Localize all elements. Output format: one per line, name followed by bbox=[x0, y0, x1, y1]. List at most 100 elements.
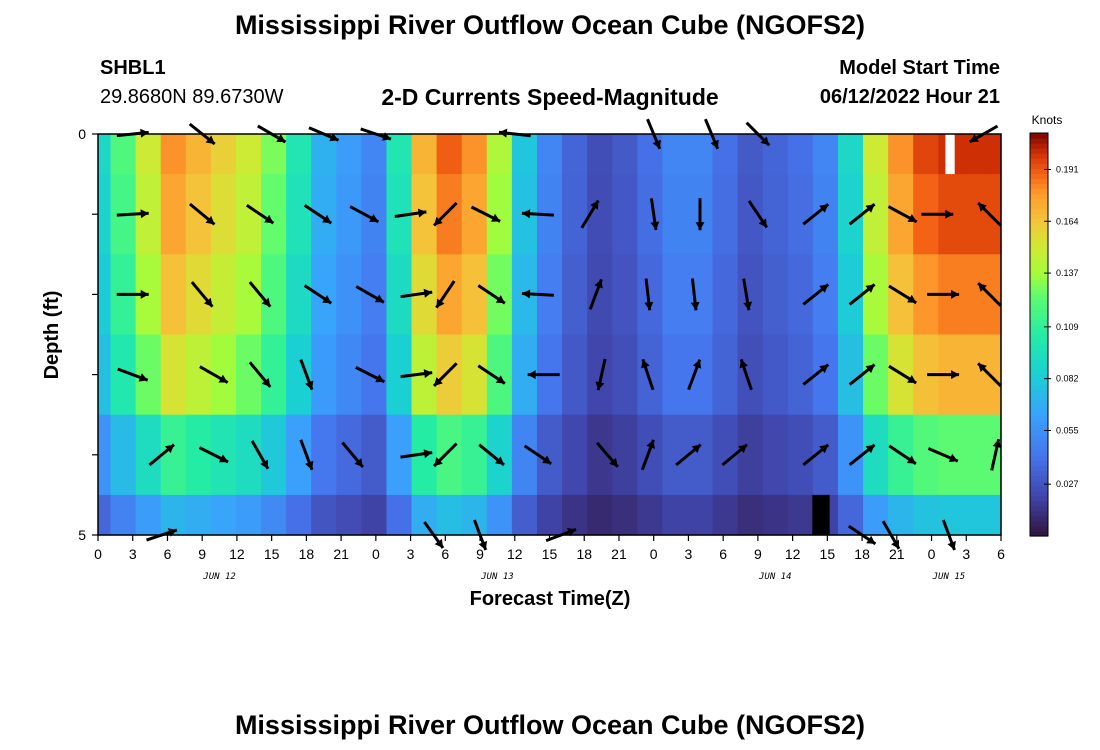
heatmap-cell bbox=[286, 494, 312, 536]
current-arrow bbox=[432, 362, 458, 387]
heatmap-cell bbox=[461, 334, 488, 416]
colorbar-swatch bbox=[1030, 218, 1048, 225]
x-tick-label: 15 bbox=[542, 546, 558, 562]
current-arrow bbox=[802, 203, 830, 226]
heatmap-cell bbox=[612, 174, 638, 255]
x-tick-label: 3 bbox=[962, 546, 970, 562]
x-tick-label: 15 bbox=[264, 546, 280, 562]
arrow-head bbox=[205, 215, 215, 225]
colorbar-swatch bbox=[1030, 314, 1048, 320]
x-tick-label: 9 bbox=[754, 546, 762, 562]
x-tick-label: 18 bbox=[299, 546, 315, 562]
arrow-head bbox=[527, 370, 536, 380]
heatmap-cell bbox=[286, 254, 312, 336]
heatmap-cell bbox=[988, 334, 1002, 416]
current-arrow bbox=[848, 203, 876, 226]
heatmap-cell bbox=[737, 334, 764, 416]
current-arrow bbox=[188, 202, 216, 226]
heatmap-cell bbox=[361, 414, 388, 496]
arrow-head bbox=[590, 200, 599, 210]
arrow-head bbox=[947, 540, 956, 550]
colorbar-swatch bbox=[1030, 379, 1048, 386]
heatmap-cell bbox=[235, 254, 262, 336]
heatmap-cell bbox=[712, 254, 739, 336]
colorbar-swatch bbox=[1030, 324, 1048, 331]
heatmap-cell bbox=[737, 134, 764, 175]
date-label: JUN 12 bbox=[202, 572, 236, 582]
colorbar-swatch bbox=[1030, 520, 1048, 527]
arrow-head bbox=[305, 380, 314, 390]
current-arrow bbox=[477, 284, 506, 305]
colorbar-swatch bbox=[1030, 304, 1048, 310]
arrow-head bbox=[164, 444, 174, 454]
current-arrow bbox=[687, 359, 702, 391]
x-tick-label: 9 bbox=[198, 546, 206, 562]
colorbar-swatch bbox=[1030, 394, 1048, 401]
colorbar-swatch bbox=[1030, 485, 1048, 492]
heatmap-cell bbox=[336, 134, 362, 175]
heatmap-cell bbox=[411, 134, 438, 175]
current-arrow bbox=[299, 439, 314, 471]
colorbar-tick-label: 0.164 bbox=[1056, 216, 1079, 226]
colorbar-swatch bbox=[1030, 329, 1048, 336]
arrow-head bbox=[945, 209, 954, 219]
arrow-head bbox=[650, 221, 660, 230]
heatmap-cell bbox=[787, 174, 814, 255]
colorbar-tick-label: 0.055 bbox=[1056, 425, 1079, 435]
heatmap-cell bbox=[837, 494, 864, 536]
arrow-head bbox=[738, 444, 747, 454]
arrow-head bbox=[907, 214, 917, 222]
model-start-label: Model Start Time bbox=[839, 57, 1000, 79]
heatmap-cell bbox=[913, 494, 939, 536]
arrow-head bbox=[374, 294, 384, 303]
colorbar-swatch bbox=[1030, 440, 1048, 446]
colorbar-swatch bbox=[1030, 369, 1048, 376]
arrow-head bbox=[276, 134, 286, 143]
current-arrow bbox=[887, 205, 918, 224]
arrow-head bbox=[423, 369, 433, 379]
heatmap-cell bbox=[587, 494, 613, 536]
missing-data-gap bbox=[812, 494, 830, 535]
heatmap-cell bbox=[687, 254, 714, 336]
heatmap-cell bbox=[436, 334, 463, 416]
arrow-head bbox=[978, 202, 987, 212]
current-arrow bbox=[977, 362, 1002, 387]
colorbar-swatch bbox=[1030, 168, 1048, 174]
colorbar-swatch bbox=[1030, 188, 1048, 195]
arrow-head bbox=[140, 128, 149, 138]
heatmap-cell bbox=[612, 494, 638, 536]
heatmap-cell bbox=[160, 174, 187, 255]
arrow-head bbox=[743, 301, 753, 311]
heatmap-cell bbox=[135, 134, 162, 175]
heatmap-cell bbox=[562, 334, 588, 416]
colorbar-swatch bbox=[1030, 495, 1048, 502]
heatmap-cell bbox=[662, 334, 689, 416]
arrow-head bbox=[691, 444, 701, 454]
heatmap-cell bbox=[461, 254, 488, 336]
arrow-head bbox=[760, 136, 770, 146]
heatmap-cell bbox=[235, 174, 262, 255]
heatmap-cell bbox=[963, 174, 990, 255]
arrow-head bbox=[641, 359, 650, 369]
heatmap-cells bbox=[98, 134, 1002, 536]
current-arrow bbox=[432, 442, 458, 468]
current-arrow bbox=[644, 278, 654, 311]
current-arrow bbox=[190, 281, 214, 308]
current-arrow bbox=[521, 289, 554, 299]
colorbar-swatch bbox=[1030, 274, 1048, 280]
x-tick-label: 9 bbox=[476, 546, 484, 562]
arrow-head bbox=[423, 449, 433, 459]
colorbar-swatch bbox=[1030, 284, 1048, 290]
current-arrow bbox=[927, 447, 959, 463]
arrow-head bbox=[434, 216, 443, 226]
current-arrow bbox=[640, 439, 655, 471]
x-tick-label: 3 bbox=[407, 546, 415, 562]
heatmap-cell bbox=[536, 494, 563, 536]
colorbar-swatch bbox=[1030, 435, 1048, 441]
heatmap-cell bbox=[261, 494, 287, 536]
arrow-head bbox=[354, 458, 363, 468]
heatmap-cell bbox=[712, 174, 739, 255]
heatmap-cell bbox=[612, 414, 638, 496]
heatmap-cell bbox=[612, 134, 638, 175]
x-tick-label: 3 bbox=[129, 546, 137, 562]
